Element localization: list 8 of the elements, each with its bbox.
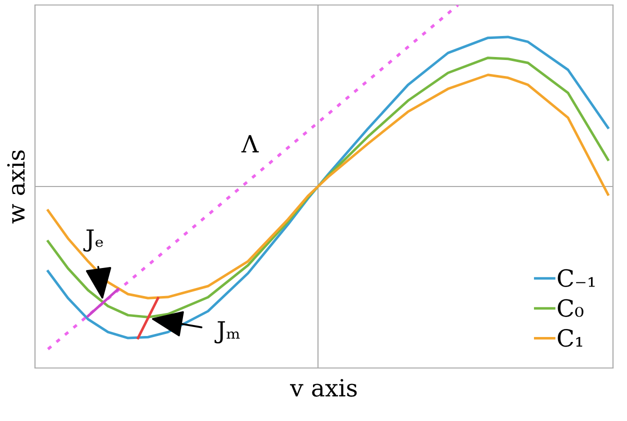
x-axis-title: v axis	[290, 378, 357, 397]
annotation: Jₑ	[83, 229, 103, 252]
legend-label: C₀	[558, 299, 584, 317]
annotation: Λ	[241, 135, 259, 152]
legend-label: C₁	[558, 329, 582, 347]
annotation: Jₘ	[214, 321, 240, 344]
legend-label: C₋₁	[558, 269, 595, 288]
y-axis-title: w axis	[7, 150, 25, 224]
